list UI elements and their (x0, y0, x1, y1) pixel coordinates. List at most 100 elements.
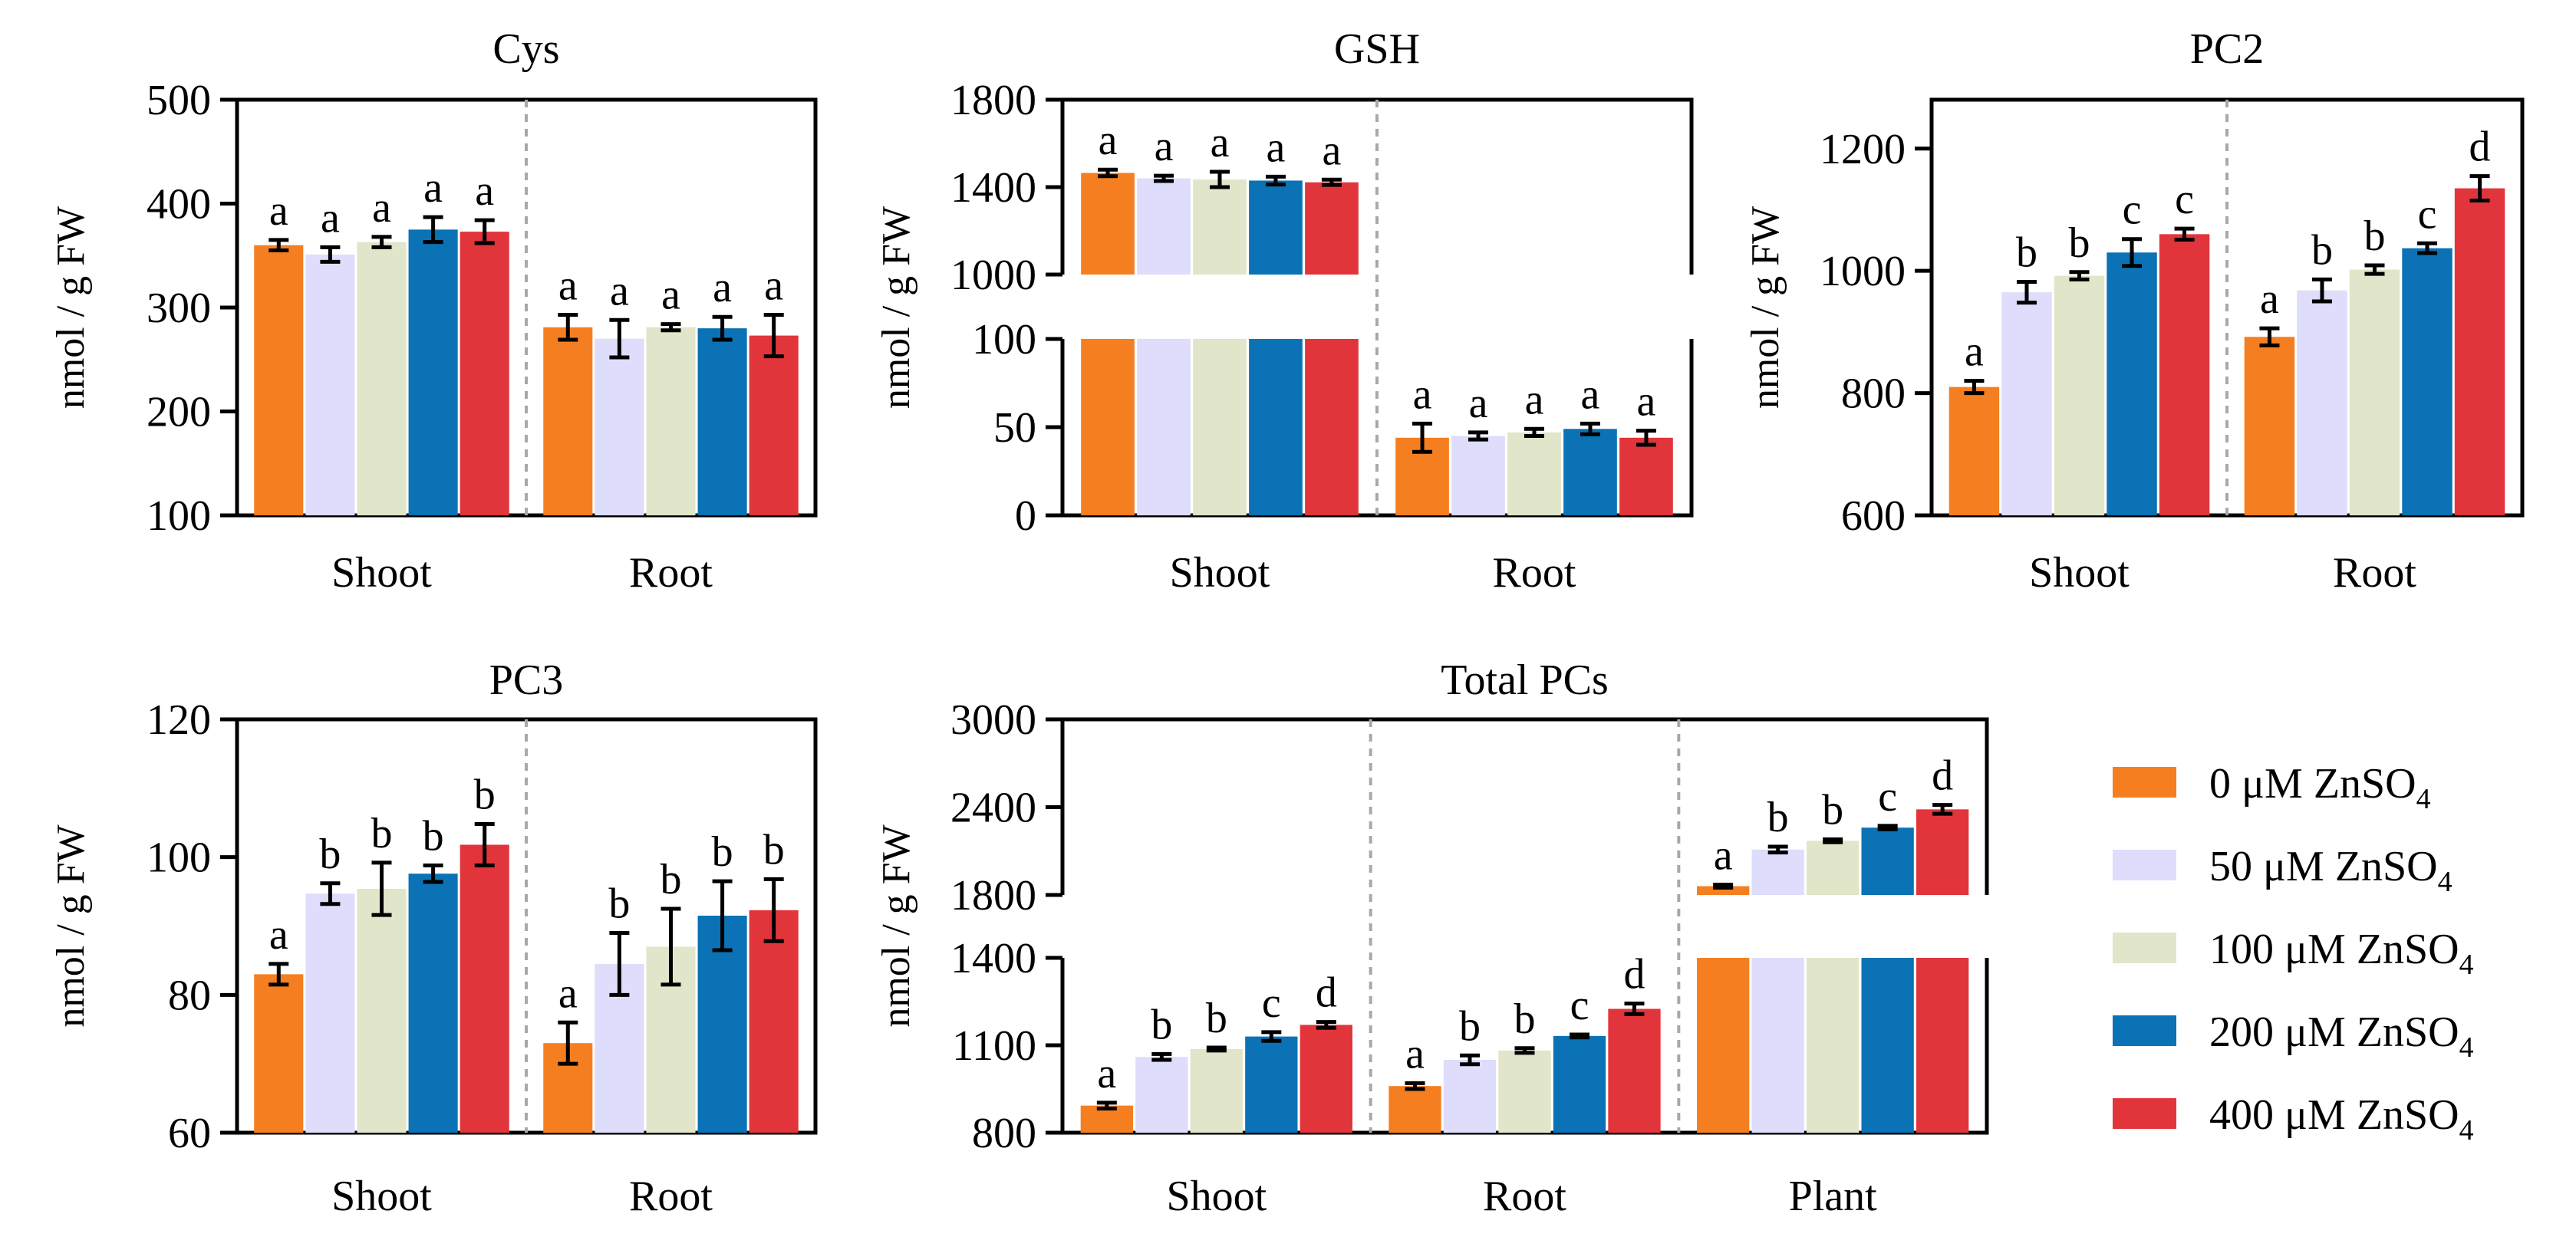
error-bar (1412, 421, 1433, 454)
error-bar (2174, 226, 2195, 242)
error-bar (320, 245, 341, 264)
bar (2159, 234, 2210, 515)
significance-letter: a (1469, 380, 1488, 427)
bar-upper (1916, 809, 1969, 895)
bar (1245, 1036, 1298, 1133)
error-bar (2259, 326, 2280, 347)
significance-letter: a (1099, 117, 1118, 164)
bar (2107, 252, 2157, 515)
error-bar (1210, 169, 1230, 189)
y-tick-label: 1400 (950, 935, 1036, 982)
significance-letter: a (1211, 119, 1230, 166)
bar-lower (1137, 339, 1191, 515)
significance-letter: b (2069, 219, 2090, 267)
bar (543, 327, 593, 515)
bar (2054, 275, 2105, 515)
bar-lower (1249, 339, 1303, 515)
chart-title: PC3 (489, 656, 564, 704)
bar (2244, 337, 2295, 515)
bar (1300, 1025, 1352, 1133)
x-tick-label: Root (2333, 549, 2416, 597)
significance-letter: a (2260, 275, 2279, 323)
error-bar (1154, 173, 1174, 183)
bar-lower (1751, 958, 1804, 1133)
significance-letter: b (2364, 212, 2386, 260)
significance-letter: b (1459, 1002, 1481, 1050)
error-bar (712, 879, 733, 952)
error-bar (1206, 1045, 1227, 1053)
legend-swatch (2113, 850, 2176, 880)
error-bar (2016, 280, 2037, 305)
significance-letter: a (661, 271, 680, 319)
y-tick-label: 80 (168, 972, 211, 1019)
bar (749, 910, 799, 1133)
y-tick-label: 100 (147, 834, 211, 882)
significance-letter: a (269, 911, 288, 959)
significance-letter: b (763, 826, 785, 873)
bar (1443, 1060, 1497, 1133)
chart-title: GSH (1334, 25, 1420, 73)
legend-label-text: 50 μM ZnSO (2209, 843, 2438, 890)
significance-letter: a (269, 187, 288, 235)
bar (1553, 1035, 1606, 1133)
significance-letter: c (1262, 979, 1281, 1027)
error-bar (1636, 429, 1656, 447)
y-tick-label: 3000 (950, 696, 1036, 744)
bar (697, 328, 747, 515)
legend-label: 50 μM ZnSO4 (2209, 843, 2452, 898)
error-bar (423, 215, 443, 245)
legend-swatch (2113, 1015, 2176, 1046)
error-bar (609, 930, 630, 997)
y-tick-label: 120 (147, 696, 211, 744)
bar (460, 232, 509, 515)
bar (1948, 387, 2000, 515)
error-bar (1265, 174, 1286, 187)
significance-letter: a (475, 167, 494, 215)
y-tick-label: 800 (972, 1110, 1036, 1157)
legend-label-text: 100 μM ZnSO (2209, 926, 2459, 973)
error-bar (1569, 1032, 1589, 1040)
bar (2402, 248, 2452, 515)
error-bar (763, 312, 784, 359)
error-bar (268, 238, 289, 252)
x-tick-label: Shoot (2029, 549, 2130, 597)
error-bar (558, 1020, 578, 1066)
bar (1563, 429, 1617, 515)
bar-upper (1081, 173, 1135, 275)
significance-letter: b (2311, 226, 2333, 274)
significance-letter: b (371, 810, 393, 857)
x-tick-label: Root (1493, 549, 1576, 597)
y-tick-label: 400 (147, 181, 211, 229)
significance-letter: a (1525, 376, 1544, 423)
error-bar (660, 906, 681, 987)
bar-lower (1193, 339, 1247, 515)
significance-letter: a (1965, 328, 1984, 376)
bar (1451, 436, 1505, 515)
bar-upper (1305, 182, 1359, 275)
legend-label: 400 μM ZnSO4 (2209, 1091, 2474, 1147)
significance-letter: a (1637, 378, 1656, 426)
bar (254, 974, 304, 1133)
y-tick-label: 100 (147, 492, 211, 540)
significance-letter: c (2175, 176, 2194, 223)
error-bar (1964, 379, 1985, 396)
bar (1388, 1086, 1441, 1133)
y-tick-label: 50 (993, 404, 1036, 452)
error-bar (474, 218, 495, 245)
legend-label-subscript: 4 (2459, 1031, 2474, 1064)
legend-label: 100 μM ZnSO4 (2209, 926, 2474, 981)
significance-letter: a (1097, 1050, 1116, 1097)
significance-letter: a (1155, 123, 1174, 170)
y-axis-label: nmol / g FW (49, 824, 93, 1027)
error-bar (1468, 430, 1489, 442)
y-axis-label: nmol / g FW (49, 206, 93, 409)
y-tick-label: 1000 (1820, 248, 1906, 295)
bar (2297, 290, 2347, 515)
bar-upper (1193, 179, 1247, 275)
significance-letter: b (1514, 995, 1536, 1043)
bar-upper (1249, 180, 1303, 275)
legend-label-subscript: 4 (2459, 949, 2474, 981)
